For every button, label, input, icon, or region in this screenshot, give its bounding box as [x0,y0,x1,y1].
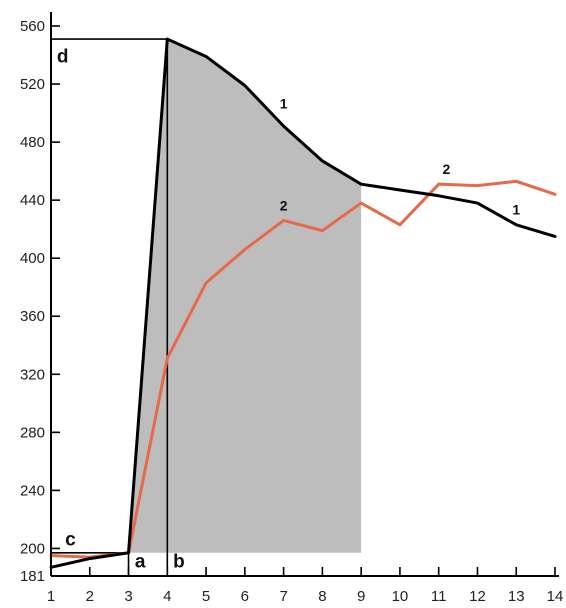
y-tick-label-360: 360 [20,308,45,325]
x-tick-label-9: 9 [357,588,365,605]
y-tick-label-181: 181 [20,568,45,585]
y-tick-label-200: 200 [20,540,45,557]
y-tick-label-240: 240 [20,482,45,499]
x-tick-label-6: 6 [241,588,249,605]
annotation-d: d [57,46,69,67]
annotation-b: b [173,551,185,572]
series-label-2-1: 2 [280,197,288,213]
x-tick-label-1: 1 [47,588,55,605]
x-tick-label-4: 4 [163,588,171,605]
x-tick-label-14: 14 [547,588,564,605]
series-label-1-3: 1 [512,202,520,218]
y-tick-label-320: 320 [20,366,45,383]
x-tick-label-12: 12 [469,588,486,605]
x-tick-label-2: 2 [86,588,94,605]
series-2-line [49,179,557,559]
y-tick-label-560: 560 [20,18,45,35]
shaded-area [128,39,362,553]
annotation-c: c [65,530,76,551]
series-label-2-2: 2 [443,161,451,177]
y-tick-label-520: 520 [20,76,45,93]
y-tick-label-480: 480 [20,134,45,151]
series-label-1-0: 1 [280,96,288,112]
x-tick-label-8: 8 [318,588,326,605]
x-tick-label-11: 11 [431,588,447,605]
x-tick-label-7: 7 [279,588,287,605]
y-tick-label-440: 440 [20,192,45,209]
y-tick-label-400: 400 [20,250,45,267]
x-tick-label-3: 3 [124,588,132,605]
y-tick-label-280: 280 [20,424,45,441]
x-tick-label-13: 13 [508,588,525,605]
x-tick-label-5: 5 [202,588,210,605]
series-1-line [49,37,557,569]
annotation-a: a [135,551,146,572]
x-tick-label-10: 10 [392,588,409,605]
